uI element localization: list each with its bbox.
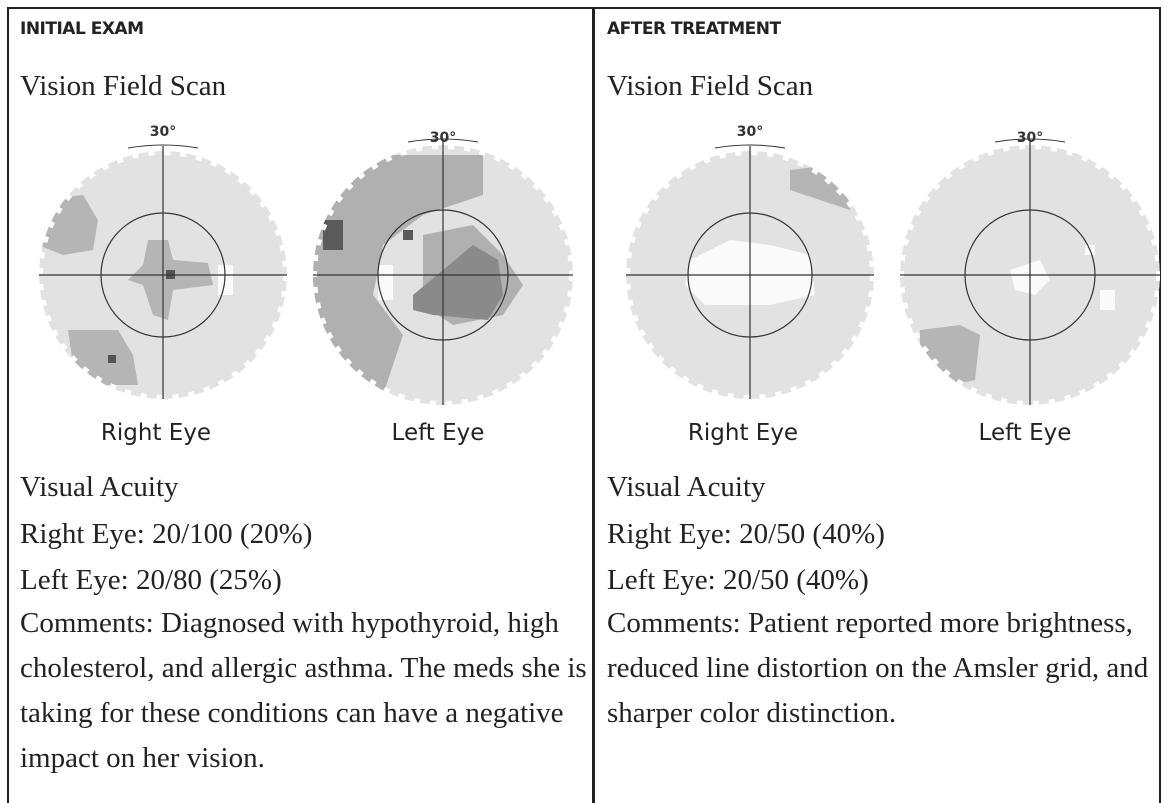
comments: Comments: Diagnosed with hypothyroid, hi…: [20, 601, 592, 781]
section-header: AFTER TREATMENT: [607, 19, 781, 39]
scan-title: Vision Field Scan: [20, 70, 226, 103]
vision-fields: 30° 30°: [595, 0, 1167, 420]
eye-label: Left Eye: [392, 420, 485, 446]
scan-title: Vision Field Scan: [607, 70, 813, 103]
left-eye-acuity: Left Eye: 20/80 (25%): [20, 564, 282, 597]
panel: 30° 30° Right Eye Left Eye AFTER TREATMENT Vi…: [595, 0, 1167, 803]
eye-label: Right Eye: [688, 420, 798, 446]
vision-fields: 30° 30°: [8, 0, 593, 420]
degree-label: 30°: [1017, 130, 1043, 146]
degree-label: 30°: [737, 124, 763, 140]
field-patch: [920, 325, 980, 385]
eye-label: Left Eye: [979, 420, 1072, 446]
field-patch: [323, 220, 343, 250]
right-eye-acuity: Right Eye: 20/100 (20%): [20, 518, 312, 551]
page: 30° 30° Right Eye Left Eye INITIAL EXAM Visio…: [0, 0, 1167, 803]
field-patch: [378, 265, 393, 300]
degree-label: 30°: [150, 124, 176, 140]
right-eye-acuity: Right Eye: 20/50 (40%): [607, 518, 885, 551]
eye-label: Right Eye: [101, 420, 211, 446]
field-patch: [1100, 290, 1115, 310]
left-eye-acuity: Left Eye: 20/50 (40%): [607, 564, 869, 597]
comments: Comments: Patient reported more brightne…: [607, 601, 1167, 736]
field-patch: [403, 230, 413, 240]
field-patch: [218, 265, 233, 295]
section-header: INITIAL EXAM: [20, 19, 144, 39]
panel: 30° 30° Right Eye Left Eye INITIAL EXAM Visio…: [8, 0, 593, 803]
field-patch: [108, 355, 116, 363]
acuity-title: Visual Acuity: [607, 471, 766, 504]
acuity-title: Visual Acuity: [20, 471, 179, 504]
degree-label: 30°: [430, 130, 456, 146]
